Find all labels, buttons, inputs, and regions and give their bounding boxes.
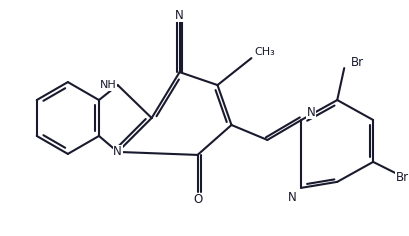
Text: N: N — [113, 145, 122, 158]
Text: O: O — [193, 193, 202, 206]
Text: CH₃: CH₃ — [254, 47, 275, 57]
Text: NH: NH — [99, 80, 116, 90]
Text: N: N — [307, 105, 316, 118]
Text: N: N — [288, 191, 297, 204]
Text: N: N — [175, 9, 184, 22]
Text: Br: Br — [396, 171, 409, 184]
Text: Br: Br — [351, 56, 364, 69]
